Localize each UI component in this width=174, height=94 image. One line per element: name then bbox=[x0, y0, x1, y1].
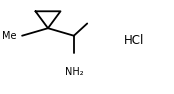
Text: Me: Me bbox=[2, 31, 16, 41]
Text: HCl: HCl bbox=[124, 34, 144, 47]
Text: NH₂: NH₂ bbox=[65, 67, 83, 77]
